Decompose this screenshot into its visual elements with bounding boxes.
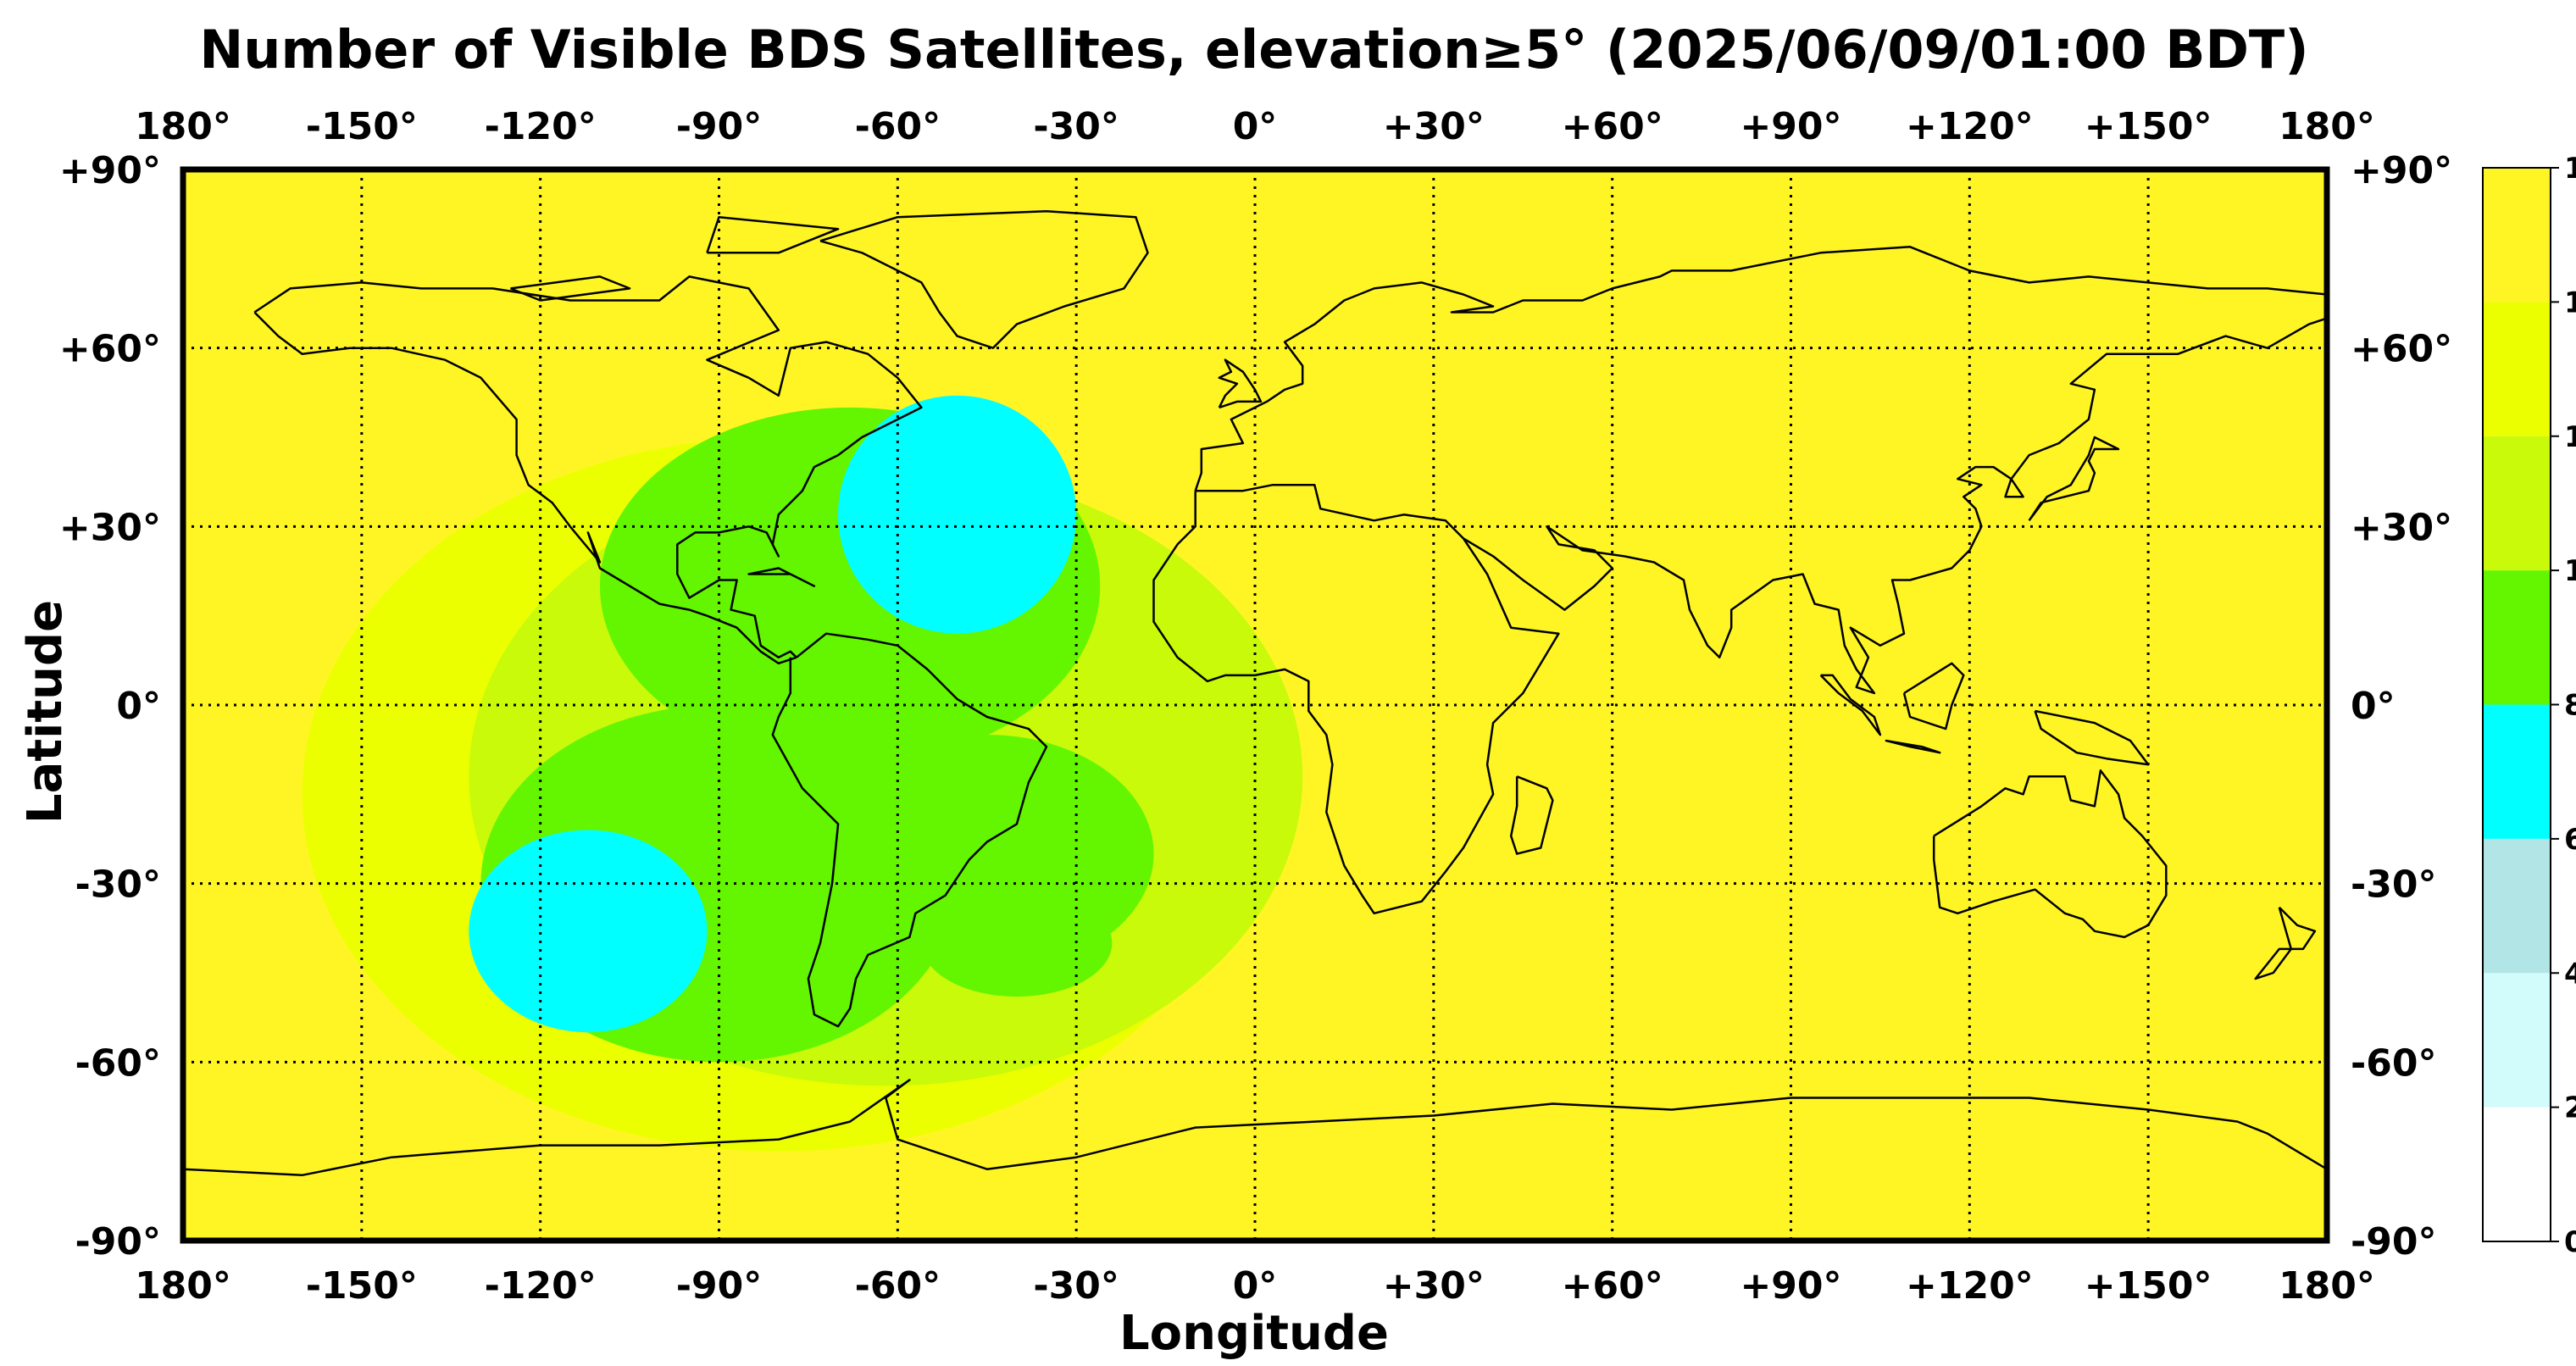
top-lon-tick-label: 0° — [1233, 105, 1278, 148]
colorbar-tick-label: 8 — [2564, 689, 2576, 723]
bottom-lon-tick-label: -60° — [855, 1264, 941, 1308]
bottom-lon-tick-label: +120° — [1906, 1264, 2034, 1308]
bottom-lon-tick-label: -30° — [1033, 1264, 1119, 1308]
right-lat-tick-label: -90° — [2351, 1220, 2437, 1263]
y-axis-label: Latitude — [18, 600, 73, 824]
right-lat-tick-label: -30° — [2351, 863, 2437, 907]
coastline-7 — [1463, 317, 2328, 695]
coastline-6 — [1152, 483, 1560, 915]
x-axis-label: Longitude — [1119, 1306, 1389, 1361]
left-lat-tick-label: +30° — [59, 506, 161, 549]
colorbar-segment-7 — [2483, 302, 2551, 436]
left-lat-tick-label: -90° — [75, 1220, 162, 1263]
colorbar-segment-1 — [2483, 1107, 2551, 1241]
colorbar-tick-label: 2 — [2564, 1091, 2576, 1125]
bottom-lon-tick-label: +90° — [1740, 1264, 1841, 1308]
coastline-16 — [2028, 436, 2120, 522]
bottom-lon-tick-label: 0° — [1233, 1264, 1278, 1308]
left-latitude-ticks: +90° +60° +30° 0° -30° -60° -90° — [59, 149, 161, 1263]
map-frame — [180, 166, 2330, 1244]
left-lat-tick-label: -30° — [75, 863, 162, 907]
colorbar-segment-6 — [2483, 436, 2551, 571]
colorbar-tick-label: 16 — [2564, 152, 2576, 186]
right-lat-tick-label: +30° — [2351, 506, 2452, 549]
coastline-10 — [1218, 358, 1263, 409]
bottom-lon-tick-label: 180° — [2279, 1264, 2375, 1308]
left-lat-tick-label: +90° — [59, 149, 161, 192]
coastline-5 — [1194, 246, 2328, 491]
top-lon-tick-label: +60° — [1562, 105, 1663, 148]
map-title: Number of Visible BDS Satellites, elevat… — [199, 19, 2308, 81]
colorbar-segment-2 — [2483, 973, 2551, 1108]
coastline-20 — [510, 275, 631, 302]
coastline-4 — [819, 209, 1149, 349]
coastlines — [182, 209, 2328, 1177]
colorbar-tick-label: 10 — [2564, 554, 2576, 588]
top-lon-tick-label: -60° — [855, 105, 941, 148]
bottom-lon-tick-label: -150° — [306, 1264, 418, 1308]
right-lat-tick-label: +90° — [2351, 149, 2452, 192]
coastline-2 — [253, 311, 797, 665]
heatmap-region-8 — [469, 830, 708, 1033]
top-lon-tick-label: +30° — [1383, 105, 1485, 148]
colorbar-tick-label: 0 — [2564, 1225, 2576, 1259]
top-lon-tick-label: +150° — [2085, 105, 2212, 148]
top-lon-tick-label: -120° — [485, 105, 597, 148]
coastline-11 — [1509, 775, 1554, 855]
coastline-19 — [706, 215, 840, 254]
colorbar-segment-5 — [2483, 570, 2551, 705]
coastline-3 — [771, 632, 1048, 1028]
coastline-13 — [1885, 739, 1941, 754]
bottom-lon-tick-label: +150° — [2085, 1264, 2212, 1308]
bottom-lon-tick-label: 180° — [135, 1264, 231, 1308]
bottom-longitude-ticks: 180° -150° -120° -90° -60° -30° 0° +30° +60° +90°… — [135, 1264, 2375, 1308]
top-lon-tick-label: +90° — [1740, 105, 1841, 148]
left-lat-tick-label: +60° — [59, 328, 161, 371]
coastline-12 — [1819, 674, 1882, 736]
colorbar-tick-label: 6 — [2564, 823, 2576, 857]
colorbar-tick-label: 14 — [2564, 286, 2576, 319]
heatmap-region-6 — [921, 889, 1113, 997]
coastline-14 — [1902, 662, 1965, 730]
colorbar-segment-4 — [2483, 704, 2551, 839]
bottom-lon-tick-label: -120° — [485, 1264, 597, 1308]
colorbar-tick-label: 12 — [2564, 420, 2576, 454]
coastline-8 — [1932, 769, 2168, 939]
bottom-lon-tick-label: +30° — [1383, 1264, 1485, 1308]
top-lon-tick-label: +120° — [1906, 105, 2034, 148]
colorbar-segment-3 — [2483, 838, 2551, 974]
top-lon-tick-label: -150° — [306, 105, 418, 148]
right-lat-tick-label: +60° — [2351, 328, 2452, 371]
coastline-18 — [747, 567, 816, 587]
coastline-17 — [2254, 906, 2317, 980]
colorbar-tick-label: 4 — [2564, 957, 2576, 991]
map-plot-area — [180, 166, 2330, 1244]
colorbar-segment-8 — [2483, 168, 2551, 303]
coastline-15 — [2034, 709, 2150, 766]
heatmap-region-7 — [838, 395, 1077, 634]
top-lon-tick-label: 180° — [135, 105, 231, 148]
left-lat-tick-label: 0° — [116, 685, 161, 728]
top-lon-tick-label: -90° — [676, 105, 763, 148]
satellite-count-heatmap — [302, 395, 1303, 1152]
map-gridlines — [183, 169, 2327, 1241]
right-lat-tick-label: 0° — [2351, 685, 2396, 728]
coastline-9 — [182, 1079, 2328, 1177]
bottom-lon-tick-label: +60° — [1562, 1264, 1663, 1308]
top-longitude-ticks: 180° -150° -120° -90° -60° -30° 0° +30° +60° +90°… — [135, 105, 2375, 148]
colorbar-tick-labels: 0 2 4 6 8 10 12 14 16 — [2551, 152, 2576, 1259]
coastline-1 — [253, 275, 923, 659]
top-lon-tick-label: 180° — [2279, 105, 2375, 148]
colorbar — [2482, 167, 2551, 1242]
top-lon-tick-label: -30° — [1033, 105, 1119, 148]
right-latitude-ticks: +90° +60° +30° 0° -30° -60° -90° — [2351, 149, 2452, 1263]
left-lat-tick-label: -60° — [75, 1041, 162, 1085]
bottom-lon-tick-label: -90° — [676, 1264, 763, 1308]
right-lat-tick-label: -60° — [2351, 1041, 2437, 1085]
